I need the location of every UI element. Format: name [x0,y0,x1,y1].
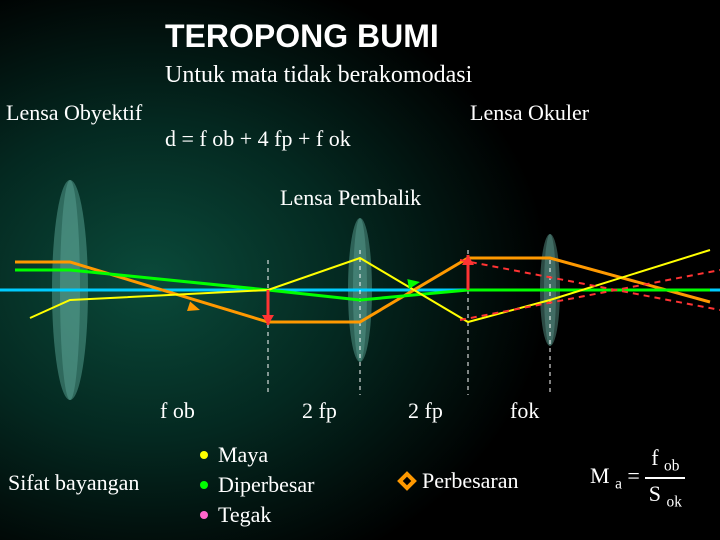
sifat-heading: Sifat bayangan [8,470,139,496]
sifat-item-text: Tegak [218,502,271,528]
label-fp1: 2 fp [302,398,337,424]
sifat-item: Tegak [200,500,315,530]
fraction-line [645,477,685,479]
page-title: TEROPONG BUMI [165,18,439,55]
diamond-bullet-icon [397,471,417,491]
sifat-list: Maya Diperbesar Tegak [200,440,315,530]
formula-lhs: M a = [590,463,645,488]
bullet-icon [200,451,208,459]
label-okuler: Lensa Okuler [470,100,589,126]
perbesaran-label: Perbesaran [400,468,519,494]
sifat-item-text: Diperbesar [218,472,315,498]
bullet-icon [200,511,208,519]
sifat-item: Diperbesar [200,470,315,500]
label-fok: fok [510,398,539,424]
label-fob: f ob [160,398,195,424]
sifat-item: Maya [200,440,315,470]
formula-den: S ok [649,481,682,506]
subtitle: Untuk mata tidak berakomodasi [165,62,472,89]
sifat-item-text: Maya [218,442,268,468]
formula-magnification: M a = f ob S ok [590,445,685,512]
label-fp2: 2 fp [408,398,443,424]
bullet-icon [200,481,208,489]
label-distance: d = f ob + 4 fp + f ok [165,126,351,152]
label-pembalik: Lensa Pembalik [280,185,421,211]
label-objektif: Lensa Obyektif [6,100,142,126]
perbesaran-text: Perbesaran [422,468,519,494]
formula-num: f ob [651,445,679,470]
